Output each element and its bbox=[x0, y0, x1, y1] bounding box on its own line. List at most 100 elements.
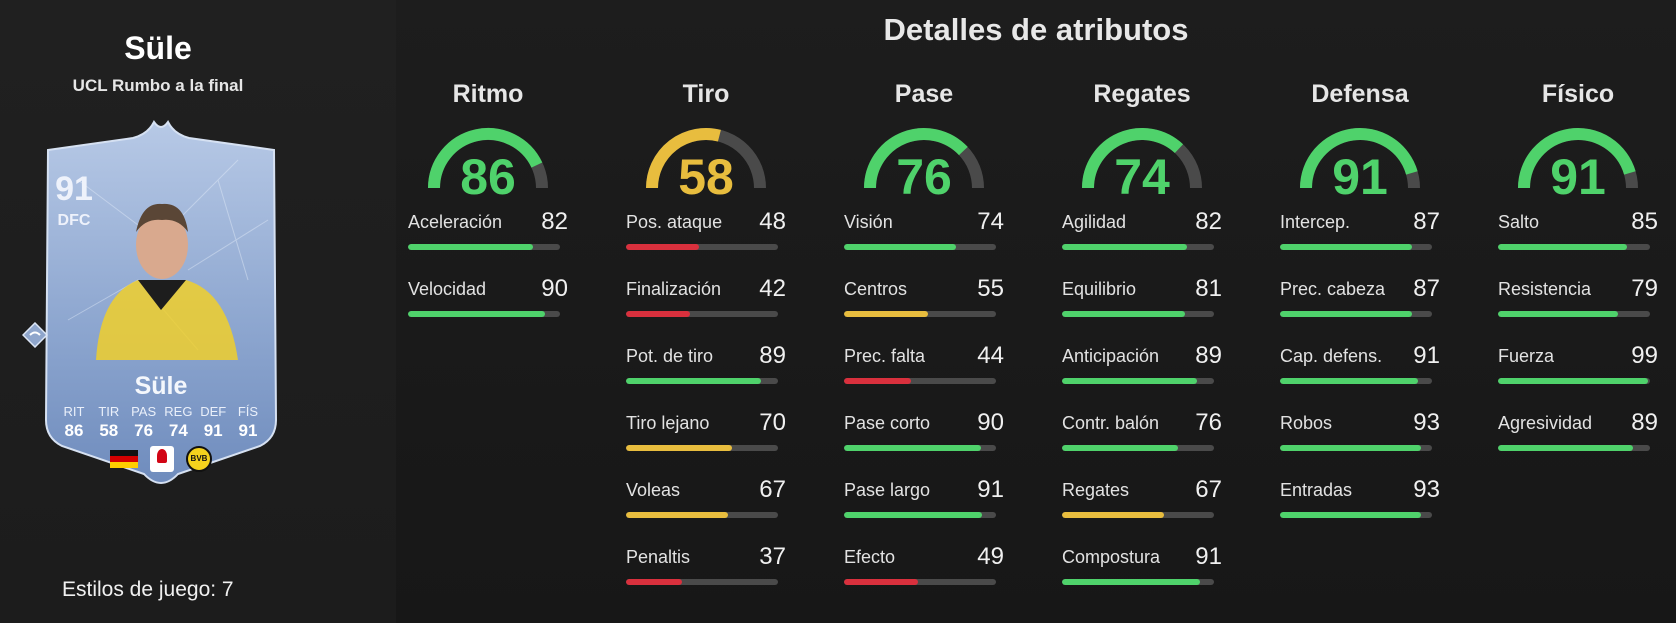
attribute-value: 82 bbox=[1195, 208, 1222, 235]
attribute-value: 48 bbox=[759, 208, 786, 235]
attribute-bar-fill bbox=[626, 311, 690, 317]
attribute-row: Agilidad 82 bbox=[1062, 208, 1222, 279]
attribute-name: Regates bbox=[1062, 480, 1130, 500]
attribute-name: Intercep. bbox=[1280, 212, 1351, 232]
attribute-bar bbox=[844, 311, 996, 317]
attribute-value: 55 bbox=[977, 275, 1004, 302]
attribute-name: Pase corto bbox=[844, 413, 931, 433]
attribute-bar-fill bbox=[1062, 579, 1201, 585]
attribute-value: 74 bbox=[977, 208, 1004, 235]
attribute-row: Aceleración 82 bbox=[408, 208, 568, 279]
attribute-bar bbox=[1062, 579, 1214, 585]
attribute-name: Robos bbox=[1280, 413, 1333, 433]
category-rating: 91 bbox=[1550, 149, 1606, 205]
attribute-bar-fill bbox=[626, 512, 728, 518]
attribute-row: Prec. falta 44 bbox=[844, 342, 1004, 413]
card-stat: RIT 86 bbox=[58, 404, 90, 441]
category-rating: 91 bbox=[1332, 149, 1388, 205]
player-card[interactable]: 91 DFC Süle RIT 86 TIR 58 PAS 76 REG 74 DEF 9… bbox=[38, 120, 284, 492]
attribute-bar bbox=[1280, 512, 1432, 518]
attribute-value: 99 bbox=[1631, 342, 1658, 369]
attribute-name: Finalización bbox=[626, 279, 722, 299]
attribute-value: 67 bbox=[759, 476, 786, 503]
attribute-bar-fill bbox=[626, 579, 683, 585]
attribute-value: 82 bbox=[541, 208, 568, 235]
attribute-name: Salto bbox=[1498, 212, 1540, 232]
attribute-value: 89 bbox=[759, 342, 786, 369]
card-rating: 91 bbox=[55, 170, 93, 208]
card-stat-value: 86 bbox=[64, 421, 84, 440]
attribute-name: Equilibrio bbox=[1062, 279, 1137, 299]
attribute-bar bbox=[1498, 311, 1650, 317]
attribute-bar bbox=[1062, 512, 1214, 518]
attribute-name: Agresividad bbox=[1498, 413, 1593, 433]
attribute-value: 49 bbox=[977, 543, 1004, 570]
attribute-bar bbox=[626, 311, 778, 317]
attribute-name: Voleas bbox=[626, 480, 681, 500]
attribute-bar-fill bbox=[1062, 311, 1186, 317]
category-name: Ritmo bbox=[452, 80, 524, 108]
card-frame bbox=[44, 120, 278, 484]
attribute-row: Pase largo 91 bbox=[844, 476, 1004, 547]
attribute-bar-fill bbox=[1062, 445, 1178, 451]
attribute-name: Tiro lejano bbox=[626, 413, 710, 433]
attribute-name: Contr. balón bbox=[1062, 413, 1160, 433]
attribute-column-defensa: Defensa 91 Intercep. 87 Prec. cabeza 87 C… bbox=[1280, 80, 1440, 547]
card-stats: RIT 86 TIR 58 PAS 76 REG 74 DEF 91 FÍS 91 bbox=[58, 404, 264, 441]
attribute-bar-fill bbox=[844, 311, 928, 317]
card-type-gem-icon bbox=[22, 322, 48, 348]
attribute-name: Prec. falta bbox=[844, 346, 926, 366]
attribute-name: Aceleración bbox=[408, 212, 503, 232]
card-stat-value: 91 bbox=[238, 421, 258, 440]
attribute-bar-fill bbox=[1280, 244, 1413, 250]
category-gauge: 91 bbox=[1280, 116, 1440, 212]
attribute-value: 91 bbox=[977, 476, 1004, 503]
attribute-bar-fill bbox=[1280, 311, 1413, 317]
attribute-value: 89 bbox=[1195, 342, 1222, 369]
attribute-row: Voleas 67 bbox=[626, 476, 786, 547]
attribute-bar-fill bbox=[844, 378, 911, 384]
category-gauge: 86 bbox=[408, 116, 568, 212]
attribute-name: Fuerza bbox=[1498, 346, 1555, 366]
gauge-arc bbox=[646, 128, 766, 189]
attribute-row: Tiro lejano 70 bbox=[626, 409, 786, 480]
attribute-bar-fill bbox=[626, 445, 733, 451]
attribute-bar bbox=[1280, 244, 1432, 250]
card-stat: REG 74 bbox=[162, 404, 194, 441]
gauge-arc bbox=[1518, 128, 1638, 189]
germany-flag-icon bbox=[110, 450, 138, 468]
attribute-bar bbox=[408, 311, 560, 317]
attribute-bar-fill bbox=[1280, 378, 1419, 384]
category-name: Pase bbox=[894, 80, 954, 108]
attribute-row: Prec. cabeza 87 bbox=[1280, 275, 1440, 346]
attribute-row: Pase corto 90 bbox=[844, 409, 1004, 480]
attribute-column-pase: Pase 76 Visión 74 Centros 55 Prec. falta … bbox=[844, 80, 1004, 614]
attribute-column-ritmo: Ritmo 86 Aceleración 82 Velocidad 90 bbox=[408, 80, 568, 346]
attributes-title: Detalles de atributos bbox=[883, 12, 1189, 47]
attribute-name: Cap. defens. bbox=[1280, 346, 1383, 366]
card-stat-label: TIR bbox=[98, 404, 120, 419]
attribute-bar bbox=[408, 244, 560, 250]
category-rating: 76 bbox=[896, 149, 952, 205]
attribute-name: Pot. de tiro bbox=[626, 346, 714, 366]
attribute-row: Finalización 42 bbox=[626, 275, 786, 346]
attribute-row: Pot. de tiro 89 bbox=[626, 342, 786, 413]
attribute-bar bbox=[844, 244, 996, 250]
attribute-column-físico: Físico 91 Salto 85 Resistencia 79 Fuerza … bbox=[1498, 80, 1658, 480]
category-gauge: 58 bbox=[626, 116, 786, 212]
attribute-bar-fill bbox=[626, 378, 762, 384]
attribute-bar bbox=[1062, 244, 1214, 250]
card-stat-value: 74 bbox=[168, 421, 188, 440]
attribute-row: Resistencia 79 bbox=[1498, 275, 1658, 346]
attribute-name: Anticipación bbox=[1062, 346, 1160, 366]
attribute-value: 85 bbox=[1631, 208, 1658, 235]
attribute-bar bbox=[1498, 378, 1650, 384]
attribute-name: Efecto bbox=[844, 547, 896, 567]
card-stat-label: FÍS bbox=[237, 404, 259, 419]
attribute-bar bbox=[1062, 311, 1214, 317]
attribute-name: Pase largo bbox=[844, 480, 931, 500]
card-stat-label: DEF bbox=[200, 404, 227, 419]
attribute-row: Contr. balón 76 bbox=[1062, 409, 1222, 480]
attribute-bar bbox=[626, 512, 778, 518]
card-stat-value: 76 bbox=[134, 421, 154, 440]
